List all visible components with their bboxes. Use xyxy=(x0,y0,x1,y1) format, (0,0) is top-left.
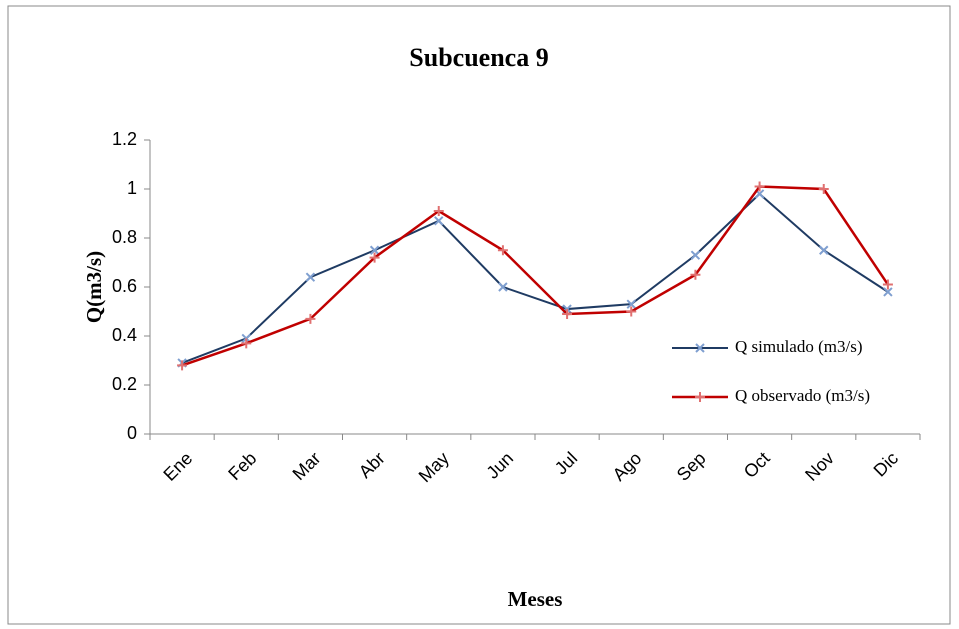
legend-label: Q simulado (m3/s) xyxy=(735,337,863,356)
y-tick-label: 0.4 xyxy=(112,325,137,345)
marker xyxy=(369,245,380,255)
marker xyxy=(305,313,316,324)
y-tick-label: 1 xyxy=(127,178,137,198)
marker xyxy=(498,282,508,292)
marker xyxy=(562,308,573,319)
marker xyxy=(369,252,380,263)
marker xyxy=(819,245,829,255)
marker xyxy=(690,269,701,280)
series-line xyxy=(181,192,889,364)
marker xyxy=(241,338,252,349)
chart-title: Subcuenca 9 xyxy=(409,43,548,72)
marker xyxy=(177,360,188,371)
marker xyxy=(626,306,637,317)
y-tick-label: 1.2 xyxy=(112,129,137,149)
y-tick-label: 0 xyxy=(127,423,137,443)
marker xyxy=(818,184,829,194)
marker xyxy=(497,245,508,256)
chart-border xyxy=(7,5,951,625)
marker xyxy=(434,216,444,226)
marker xyxy=(433,206,444,217)
marker xyxy=(305,272,316,282)
marker xyxy=(883,287,893,297)
marker xyxy=(695,343,705,353)
y-tick-label: 0.2 xyxy=(112,374,137,394)
marker xyxy=(695,392,705,402)
legend-label: Q observado (m3/s) xyxy=(735,386,870,405)
marker xyxy=(690,250,701,260)
marker xyxy=(882,279,893,290)
y-axis-label: Q(m3/s) xyxy=(82,251,106,323)
y-tick-label: 0.6 xyxy=(112,276,137,296)
marker xyxy=(754,181,765,192)
x-axis-label: Meses xyxy=(508,587,563,611)
y-tick-label: 0.8 xyxy=(112,227,137,247)
series-line xyxy=(181,185,889,367)
marker xyxy=(626,299,636,309)
